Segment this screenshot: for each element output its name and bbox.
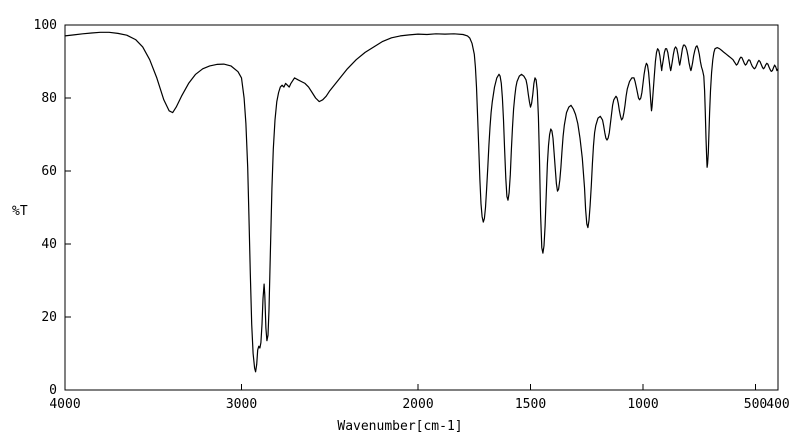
y-tick-label: 60 [41,164,57,179]
x-tick-label: 1000 [627,397,658,412]
x-tick-label: 4000 [49,397,80,412]
spectrum-line [64,31,779,373]
x-axis-label: Wavenumber[cm-1] [337,419,462,434]
x-tick-label: 400 [766,397,789,412]
y-tick-label: 100 [34,18,57,33]
x-tick-label: 2000 [402,397,433,412]
plot-frame [64,24,779,391]
y-axis-ticks: 0 20 40 60 80 100 [34,18,71,398]
y-tick-label: 0 [49,383,57,398]
y-tick-label: 20 [41,310,57,325]
y-axis-label: %T [12,204,28,219]
y-tick-label: 80 [41,91,57,106]
x-axis-ticks: 4000 3000 2000 1500 1000 500 400 [49,384,790,412]
x-tick-label: 3000 [226,397,257,412]
x-tick-label: 500 [744,397,767,412]
x-tick-label: 1500 [515,397,546,412]
y-tick-label: 40 [41,237,57,252]
